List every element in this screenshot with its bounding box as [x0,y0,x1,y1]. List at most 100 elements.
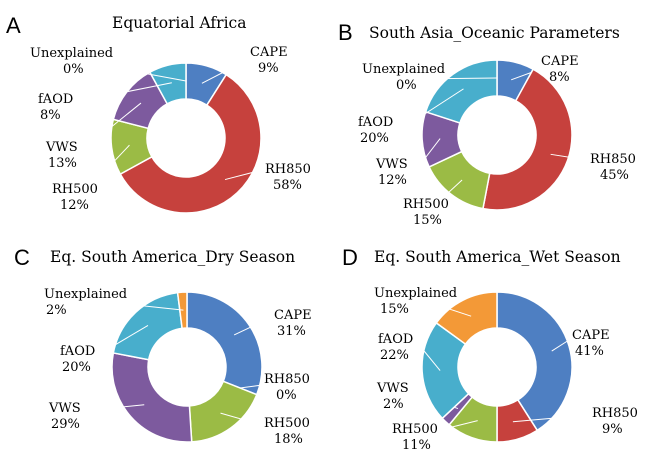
slice-name: RH850 [590,152,636,167]
slice-percent: 15% [380,302,409,317]
slice-labels: CAPE 9% RH850 58% RH500 12% VWS 13% fAOD 8% U… [30,45,311,213]
panel-c: C Eq. South America_Dry Season CAPE 31% R… [14,245,312,447]
slice-name: CAPE [250,45,288,60]
slice-labels: CAPE 31% RH850 0% RH500 18% VWS 29% fAOD 20% … [44,287,312,447]
donut-slice-rh850 [119,73,262,214]
donut-chart [71,59,263,214]
slice-percent: 8% [549,70,570,85]
panel-letter: B [338,20,353,45]
slice-name: Unexplained [374,286,457,301]
slice-percent: 45% [600,168,629,183]
slice-name: fAOD [358,115,393,130]
leader-line [409,77,498,80]
panel-b: B South Asia_Oceanic Parameters CAPE 8% R… [338,20,636,228]
leader-line [201,59,248,84]
panel-letter: A [6,13,21,38]
slice-percent: 9% [258,61,279,76]
slice-name: fAOD [38,92,73,107]
donut-slice-vws [111,352,193,443]
panel-letter: C [14,245,30,270]
leader-line [421,299,472,317]
slice-name: VWS [48,401,81,416]
slice-percent: 0% [396,78,417,93]
slice-name: VWS [375,157,408,172]
slice-percent: 8% [40,108,61,123]
leader-line [512,414,590,423]
leader-line [91,404,145,411]
slice-name: RH500 [52,182,98,197]
slice-percent: 29% [51,417,80,432]
slice-name: fAOD [60,344,95,359]
slice-name: RH850 [592,406,638,421]
slice-name: Unexplained [30,46,113,61]
slice-percent: 2% [46,303,67,318]
slice-labels: CAPE 8% RH850 45% RH500 15% VWS 12% fAOD 20% … [358,54,636,228]
slice-percent: 31% [277,324,306,339]
leader-line [550,153,588,161]
slice-name: fAOD [378,332,413,347]
leader-line [399,88,464,131]
slice-name: RH500 [264,416,310,431]
leader-line [71,59,187,82]
donut-slice-faod [424,59,498,124]
slice-labels: CAPE 41% RH850 9% RH500 11% VWS 2% fAOD 22% U… [374,286,638,453]
slice-percent: 12% [60,198,89,213]
slice-percent: 2% [383,397,404,412]
leader-line [83,102,142,150]
donut-slice-cape [496,291,573,432]
leader-line [551,339,570,352]
slice-name: CAPE [274,308,312,323]
leader-line [220,412,263,426]
slice-name: VWS [45,140,78,155]
leader-line [415,138,441,171]
slice-name: Unexplained [44,287,127,302]
slice-percent: 11% [402,438,431,453]
donut-slice-unexplained [435,291,498,346]
panel-letter: D [342,245,358,270]
leader-line [439,420,478,431]
leader-line [84,144,130,193]
slice-percent: 41% [575,344,604,359]
leader-line [239,384,263,389]
slice-name: Unexplained [362,62,445,77]
leader-line [87,299,184,311]
chart-title: South Asia_Oceanic Parameters [369,24,620,42]
donut-slice-rh850 [482,68,573,211]
slice-name: RH500 [403,197,449,212]
panel-d: D Eq. South America_Wet Season CAPE 41% R… [342,245,638,453]
slice-percent: 15% [413,213,442,228]
leader-line [79,82,172,102]
slice-percent: 13% [48,156,77,171]
leader-line [224,169,263,181]
chart-title: Eq. South America_Wet Season [374,248,621,266]
donut-chart [417,291,590,443]
slice-percent: 20% [360,131,389,146]
slice-percent: 12% [378,173,407,188]
slice-percent: 0% [276,388,297,403]
leader-line [434,179,463,206]
slice-percent: 58% [273,178,302,193]
leader-line [233,317,271,336]
slice-percent: 22% [380,348,409,363]
leader-line [97,325,149,356]
slice-name: RH500 [392,422,438,437]
chart-title: Eq. South America_Dry Season [50,248,295,266]
slice-name: CAPE [572,328,610,343]
